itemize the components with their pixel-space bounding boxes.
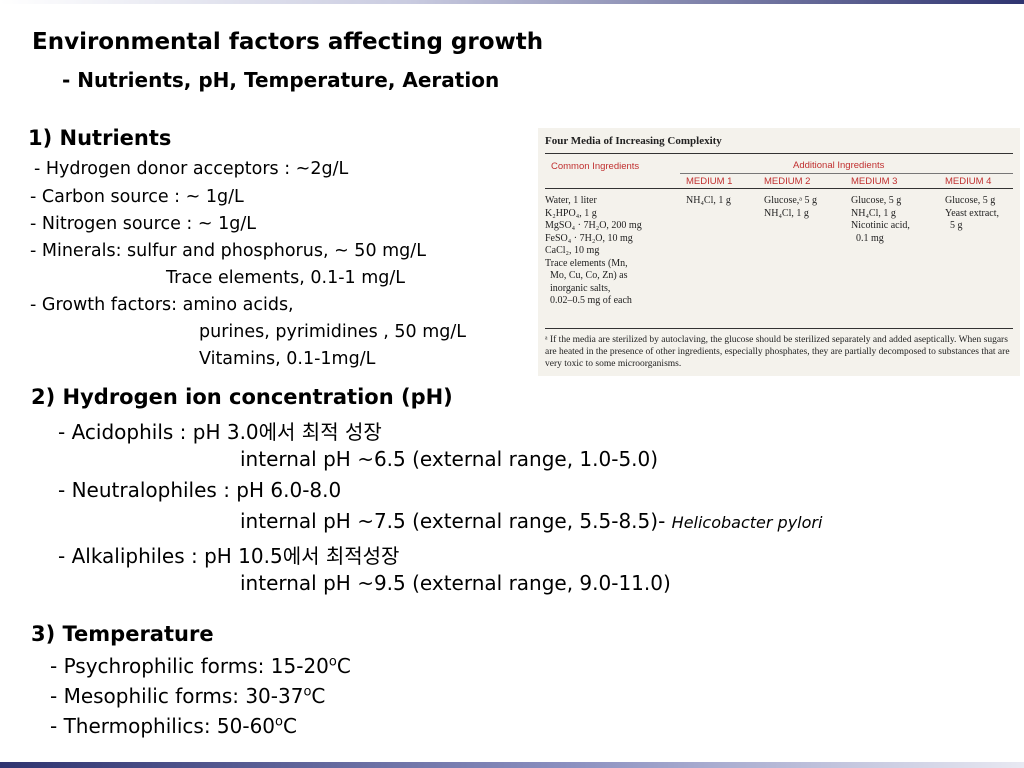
nutrient-line: purines, pyrimidines , 50 mg/L [199, 322, 467, 342]
neutralophiles-internal-text: internal pH ~7.5 (external range, 5.5-8.… [240, 509, 666, 533]
nutrient-line: - Carbon source : ~ 1g/L [30, 187, 244, 207]
table-rule [680, 173, 1013, 174]
neutralophiles-internal-ph: internal pH ~7.5 (external range, 5.5-8.… [240, 509, 822, 533]
media-table: Four Media of Increasing Complexity Comm… [538, 128, 1020, 376]
top-accent-bar [0, 0, 1024, 4]
medium-2-header: MEDIUM 2 [764, 176, 811, 187]
unit-label: C [311, 684, 326, 708]
bottom-accent-bar [0, 762, 1024, 768]
mesophilic-line: - Mesophilic forms: 30-37oC [50, 684, 325, 708]
medium-2-ingredients: Glucose,ᵃ 5 g NH₄Cl, 1 g [764, 195, 818, 219]
degree-superscript: o [303, 684, 312, 700]
medium-3-ingredients: Glucose, 5 g NH₄Cl, 1 g Nicotinic acid, … [851, 195, 910, 244]
psychrophilic-line: - Psychrophilic forms: 15-20oC [50, 654, 351, 678]
degree-superscript: o [328, 654, 337, 670]
medium-4-header: MEDIUM 4 [945, 176, 992, 187]
additional-ingredients-header: Additional Ingredients [793, 160, 885, 171]
nutrient-line: - Hydrogen donor acceptors : ~2g/L [34, 159, 349, 179]
alkaliphiles-line: - Alkaliphiles : pH 10.5에서 최적성장 [58, 544, 400, 568]
medium-1-header: MEDIUM 1 [686, 176, 733, 187]
medium-1-ingredients: NH₄Cl, 1 g [686, 195, 731, 206]
acidophils-internal-ph: internal pH ~6.5 (external range, 1.0-5.… [240, 447, 659, 471]
acidophils-line: - Acidophils : pH 3.0에서 최적 성장 [58, 420, 382, 444]
ph-heading: 2) Hydrogen ion concentration (pH) [31, 385, 453, 409]
table-rule [545, 153, 1013, 154]
slide-subtitle: - Nutrients, pH, Temperature, Aeration [62, 68, 500, 92]
common-ingredients-list: Water, 1 liter K₂HPO₄, 1 g MgSO₄ · 7H₂O,… [545, 195, 642, 306]
nutrients-heading: 1) Nutrients [28, 126, 172, 150]
neutralophiles-line: - Neutralophiles : pH 6.0-8.0 [58, 478, 342, 502]
nutrient-line: - Minerals: sulfur and phosphorus, ~ 50 … [30, 241, 426, 261]
slide-title: Environmental factors affecting growth [32, 29, 544, 55]
psychrophilic-text: - Psychrophilic forms: 15-20 [50, 654, 329, 678]
unit-label: C [336, 654, 351, 678]
table-rule [545, 188, 1013, 189]
degree-superscript: o [275, 714, 283, 730]
nutrient-line: - Nitrogen source : ~ 1g/L [30, 214, 256, 234]
table-caption: Four Media of Increasing Complexity [545, 135, 722, 147]
nutrient-line: Trace elements, 0.1-1 mg/L [166, 268, 406, 288]
table-rule [545, 328, 1013, 329]
common-ingredients-header: Common Ingredients [551, 161, 640, 172]
species-name: Helicobacter pylori [671, 513, 823, 532]
medium-3-header: MEDIUM 3 [851, 176, 898, 187]
nutrient-line: - Growth factors: amino acids, [30, 295, 294, 315]
table-footnote: ᵃ If the media are sterilized by autocla… [545, 335, 1010, 369]
medium-4-ingredients: Glucose, 5 g Yeast extract, 5 g [945, 195, 999, 231]
temperature-heading: 3) Temperature [31, 622, 214, 646]
unit-label: C [283, 714, 297, 738]
alkaliphiles-internal-ph: internal pH ~9.5 (external range, 9.0-11… [240, 571, 671, 595]
thermophilics-line: - Thermophilics: 50-60oC [50, 714, 297, 738]
thermophilics-text: - Thermophilics: 50-60 [50, 714, 276, 738]
mesophilic-text: - Mesophilic forms: 30-37 [50, 684, 304, 708]
nutrient-line: Vitamins, 0.1-1mg/L [199, 349, 376, 369]
